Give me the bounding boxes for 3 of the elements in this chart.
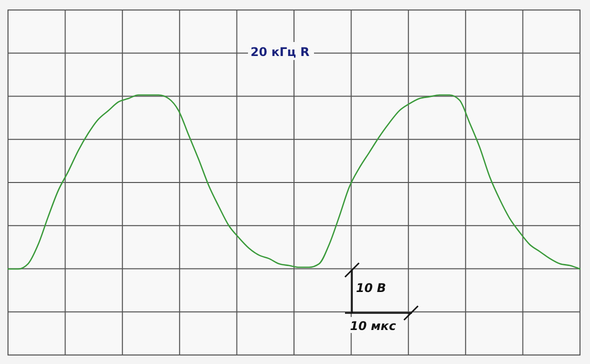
chart-title: 20 кГц R bbox=[250, 45, 310, 59]
text: 10 В bbox=[356, 281, 386, 295]
text: 10 мкс bbox=[350, 319, 396, 333]
